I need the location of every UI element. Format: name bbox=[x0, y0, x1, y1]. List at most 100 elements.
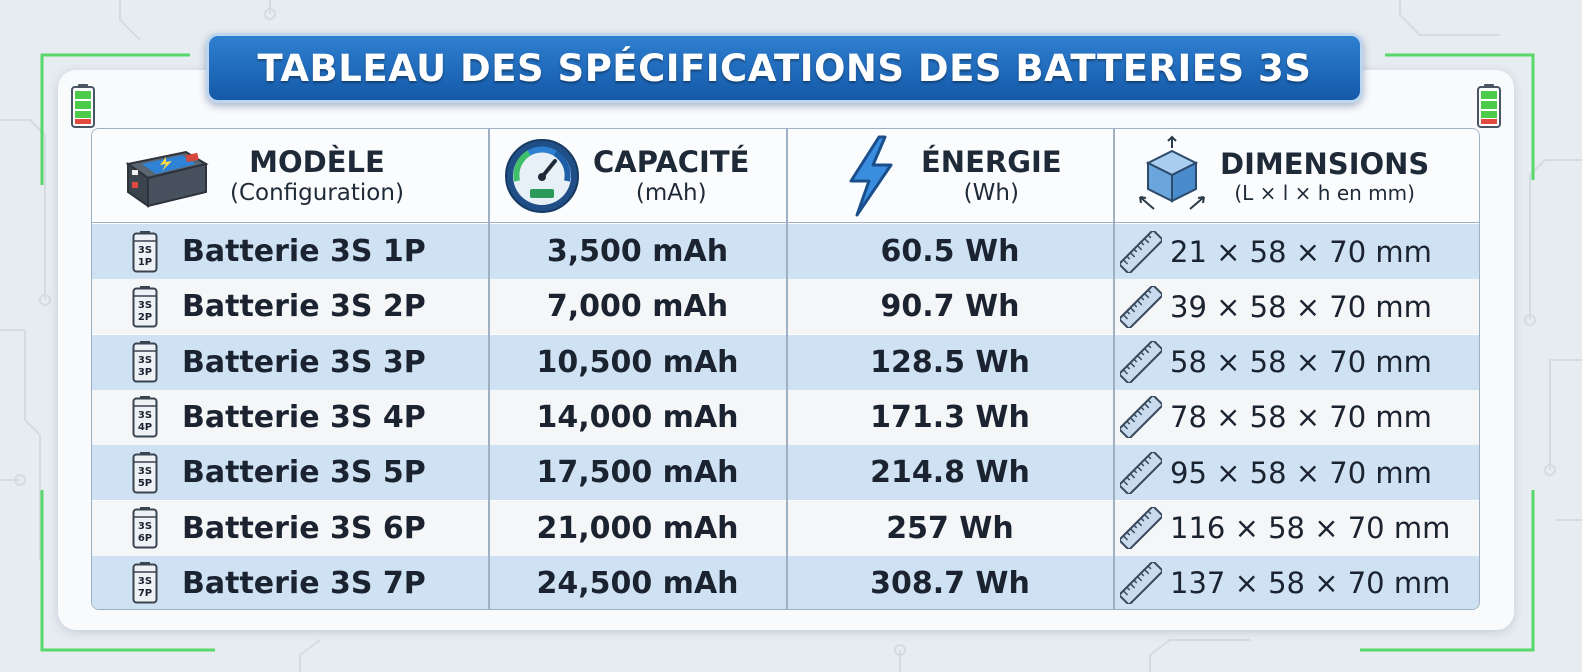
cell-model: 3S 1P Batterie 3S 1P bbox=[92, 224, 488, 279]
cell-dimensions: 137 × 58 × 70 mm bbox=[1114, 556, 1479, 609]
table-row: 3S 7P Batterie 3S 7P 24,500 mAh 308.7 Wh 137 … bbox=[92, 555, 1479, 609]
cell-dimensions: 95 × 58 × 70 mm bbox=[1114, 445, 1479, 500]
badge-series: 3S bbox=[138, 576, 152, 587]
dimensions-value: 78 × 58 × 70 mm bbox=[1170, 400, 1432, 435]
capacity-value: 14,000 mAh bbox=[536, 399, 739, 435]
title-banner: TABLEAU DES SPÉCIFICATIONS DES BATTERIES… bbox=[206, 33, 1363, 103]
ruler-icon bbox=[1120, 396, 1162, 439]
cell-capacity: 14,000 mAh bbox=[489, 390, 786, 445]
model-name: Batterie 3S 1P bbox=[182, 234, 426, 269]
badge-parallel: 1P bbox=[138, 257, 152, 268]
cell-dimensions: 58 × 58 × 70 mm bbox=[1114, 335, 1479, 390]
ruler-icon bbox=[1120, 562, 1162, 605]
dimensions-value: 95 × 58 × 70 mm bbox=[1170, 455, 1432, 490]
cell-model: 3S 7P Batterie 3S 7P bbox=[92, 556, 488, 609]
battery-pack-icon bbox=[125, 150, 209, 208]
dimensions-value: 58 × 58 × 70 mm bbox=[1170, 345, 1432, 380]
table-row: 3S 5P Batterie 3S 5P 17,500 mAh 214.8 Wh 95 ×… bbox=[92, 445, 1479, 501]
header-capacity-sub: (mAh) bbox=[635, 179, 707, 206]
header-capacity-label: CAPACITÉ bbox=[593, 144, 750, 179]
cell-dimensions: 21 × 58 × 70 mm bbox=[1114, 224, 1479, 279]
energy-value: 60.5 Wh bbox=[880, 234, 1020, 269]
cell-capacity: 17,500 mAh bbox=[489, 445, 786, 500]
header-model: MODÈLE (Configuration) bbox=[92, 129, 488, 223]
model-name: Batterie 3S 7P bbox=[182, 565, 426, 601]
cell-model: 3S 6P Batterie 3S 6P bbox=[92, 501, 488, 556]
badge-series: 3S bbox=[138, 355, 152, 366]
capacity-value: 7,000 mAh bbox=[546, 289, 729, 325]
table-row: 3S 4P Batterie 3S 4P 14,000 mAh 171.3 Wh 78 ×… bbox=[92, 389, 1479, 445]
spec-table: MODÈLE (Configuration) CAPACITÉ (mAh) bbox=[91, 128, 1480, 610]
cell-capacity: 3,500 mAh bbox=[489, 224, 786, 279]
table-row: 3S 2P Batterie 3S 2P 7,000 mAh 90.7 Wh 39 × 5… bbox=[92, 279, 1479, 335]
ruler-icon bbox=[1120, 285, 1162, 328]
header-dimensions: DIMENSIONS (L × l × h en mm) bbox=[1114, 129, 1479, 223]
capacity-value: 17,500 mAh bbox=[536, 455, 739, 491]
cell-energy: 257 Wh bbox=[787, 501, 1113, 556]
cell-model: 3S 3P Batterie 3S 3P bbox=[92, 335, 488, 390]
cell-dimensions: 116 × 58 × 70 mm bbox=[1114, 501, 1479, 556]
ruler-icon bbox=[1120, 507, 1162, 549]
header-dimensions-sub: (L × l × h en mm) bbox=[1234, 181, 1415, 206]
battery-level-icon bbox=[1477, 84, 1501, 128]
cell-energy: 214.8 Wh bbox=[787, 445, 1113, 500]
column-divider bbox=[786, 129, 788, 609]
dimensions-value: 39 × 58 × 70 mm bbox=[1170, 289, 1432, 324]
dimensions-value: 116 × 58 × 70 mm bbox=[1170, 511, 1451, 545]
badge-series: 3S bbox=[138, 410, 152, 421]
cell-energy: 171.3 Wh bbox=[787, 390, 1113, 445]
model-name: Batterie 3S 4P bbox=[182, 399, 426, 435]
header-dimensions-label: DIMENSIONS bbox=[1220, 146, 1430, 181]
badge-parallel: 7P bbox=[138, 588, 152, 599]
header-energy: ÉNERGIE (Wh) bbox=[787, 129, 1113, 223]
page-title: TABLEAU DES SPÉCIFICATIONS DES BATTERIES… bbox=[257, 46, 1312, 90]
cell-energy: 90.7 Wh bbox=[787, 279, 1113, 334]
header-energy-label: ÉNERGIE bbox=[921, 144, 1062, 179]
cube-icon bbox=[1139, 135, 1205, 210]
badge-series: 3S bbox=[138, 466, 152, 477]
cell-capacity: 21,000 mAh bbox=[489, 501, 786, 556]
capacity-value: 21,000 mAh bbox=[536, 510, 739, 546]
table-row: 3S 3P Batterie 3S 3P 10,500 mAh 128.5 Wh 58 ×… bbox=[92, 334, 1479, 390]
dimensions-value: 21 × 58 × 70 mm bbox=[1170, 234, 1432, 269]
cell-dimensions: 39 × 58 × 70 mm bbox=[1114, 279, 1479, 334]
dimensions-value: 137 × 58 × 70 mm bbox=[1170, 566, 1451, 601]
cell-dimensions: 78 × 58 × 70 mm bbox=[1114, 390, 1479, 445]
model-name: Batterie 3S 2P bbox=[182, 289, 426, 325]
badge-parallel: 4P bbox=[138, 422, 152, 433]
cell-model: 3S 4P Batterie 3S 4P bbox=[92, 390, 488, 445]
header-model-label: MODÈLE bbox=[249, 144, 385, 179]
table-header: MODÈLE (Configuration) CAPACITÉ (mAh) bbox=[92, 129, 1479, 223]
cell-energy: 60.5 Wh bbox=[787, 224, 1113, 279]
badge-series: 3S bbox=[138, 300, 152, 311]
lightning-icon bbox=[849, 135, 893, 217]
battery-level-icon bbox=[71, 84, 95, 128]
ruler-icon bbox=[1120, 451, 1162, 494]
cell-model: 3S 2P Batterie 3S 2P bbox=[92, 279, 488, 334]
badge-parallel: 2P bbox=[138, 312, 152, 323]
cell-energy: 128.5 Wh bbox=[787, 335, 1113, 390]
energy-value: 171.3 Wh bbox=[870, 399, 1030, 435]
model-name: Batterie 3S 6P bbox=[182, 510, 426, 546]
badge-parallel: 5P bbox=[138, 478, 152, 489]
energy-value: 214.8 Wh bbox=[870, 455, 1030, 491]
energy-value: 128.5 Wh bbox=[870, 344, 1030, 380]
column-divider bbox=[1113, 129, 1115, 609]
ruler-icon bbox=[1120, 230, 1162, 273]
badge-series: 3S bbox=[138, 521, 152, 532]
energy-value: 257 Wh bbox=[886, 510, 1014, 546]
model-name: Batterie 3S 5P bbox=[182, 455, 426, 491]
column-divider bbox=[488, 129, 490, 609]
header-capacity: CAPACITÉ (mAh) bbox=[489, 129, 786, 223]
energy-value: 308.7 Wh bbox=[870, 565, 1030, 601]
capacity-value: 24,500 mAh bbox=[536, 565, 739, 601]
header-energy-sub: (Wh) bbox=[963, 179, 1019, 206]
